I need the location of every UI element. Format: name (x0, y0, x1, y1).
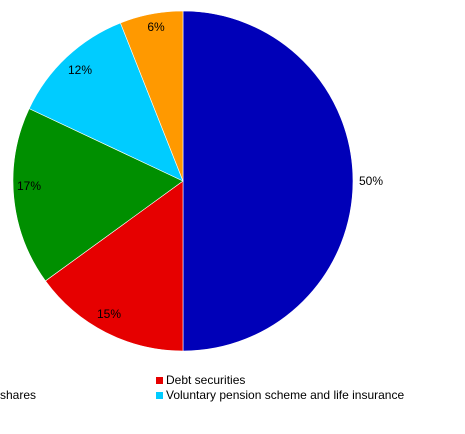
legend-item-debt-securities: Debt securities (156, 373, 245, 387)
pie-labels: 50% 15% 17% 12% 6% (17, 20, 383, 321)
pie-slice-1 (182, 10, 354, 352)
legend-swatch-voluntary-pension (156, 391, 163, 399)
legend-item-shares: shares (0, 388, 36, 402)
pie-label-2: 15% (97, 307, 121, 321)
legend-swatch-debt-securities (156, 376, 163, 384)
pie-chart: 50% 15% 17% 12% 6% (12, 10, 383, 352)
pie-label-4: 12% (68, 63, 92, 77)
pie-slice-5 (120, 10, 184, 182)
pie-label-3: 17% (17, 179, 41, 193)
pie-slice-3 (12, 108, 184, 282)
pie-slice-4 (28, 22, 184, 182)
legend-label-shares: shares (0, 388, 37, 402)
pie-slices (12, 10, 354, 352)
legend-label-debt-securities: Debt securities (166, 373, 246, 387)
pie-slice-2 (45, 180, 184, 352)
pie-label-5: 6% (147, 20, 165, 34)
pie-label-1: 50% (359, 174, 383, 188)
legend-label-voluntary-pension: Voluntary pension scheme and life insura… (166, 388, 405, 402)
legend-item-voluntary-pension: Voluntary pension scheme and life insura… (156, 388, 404, 402)
